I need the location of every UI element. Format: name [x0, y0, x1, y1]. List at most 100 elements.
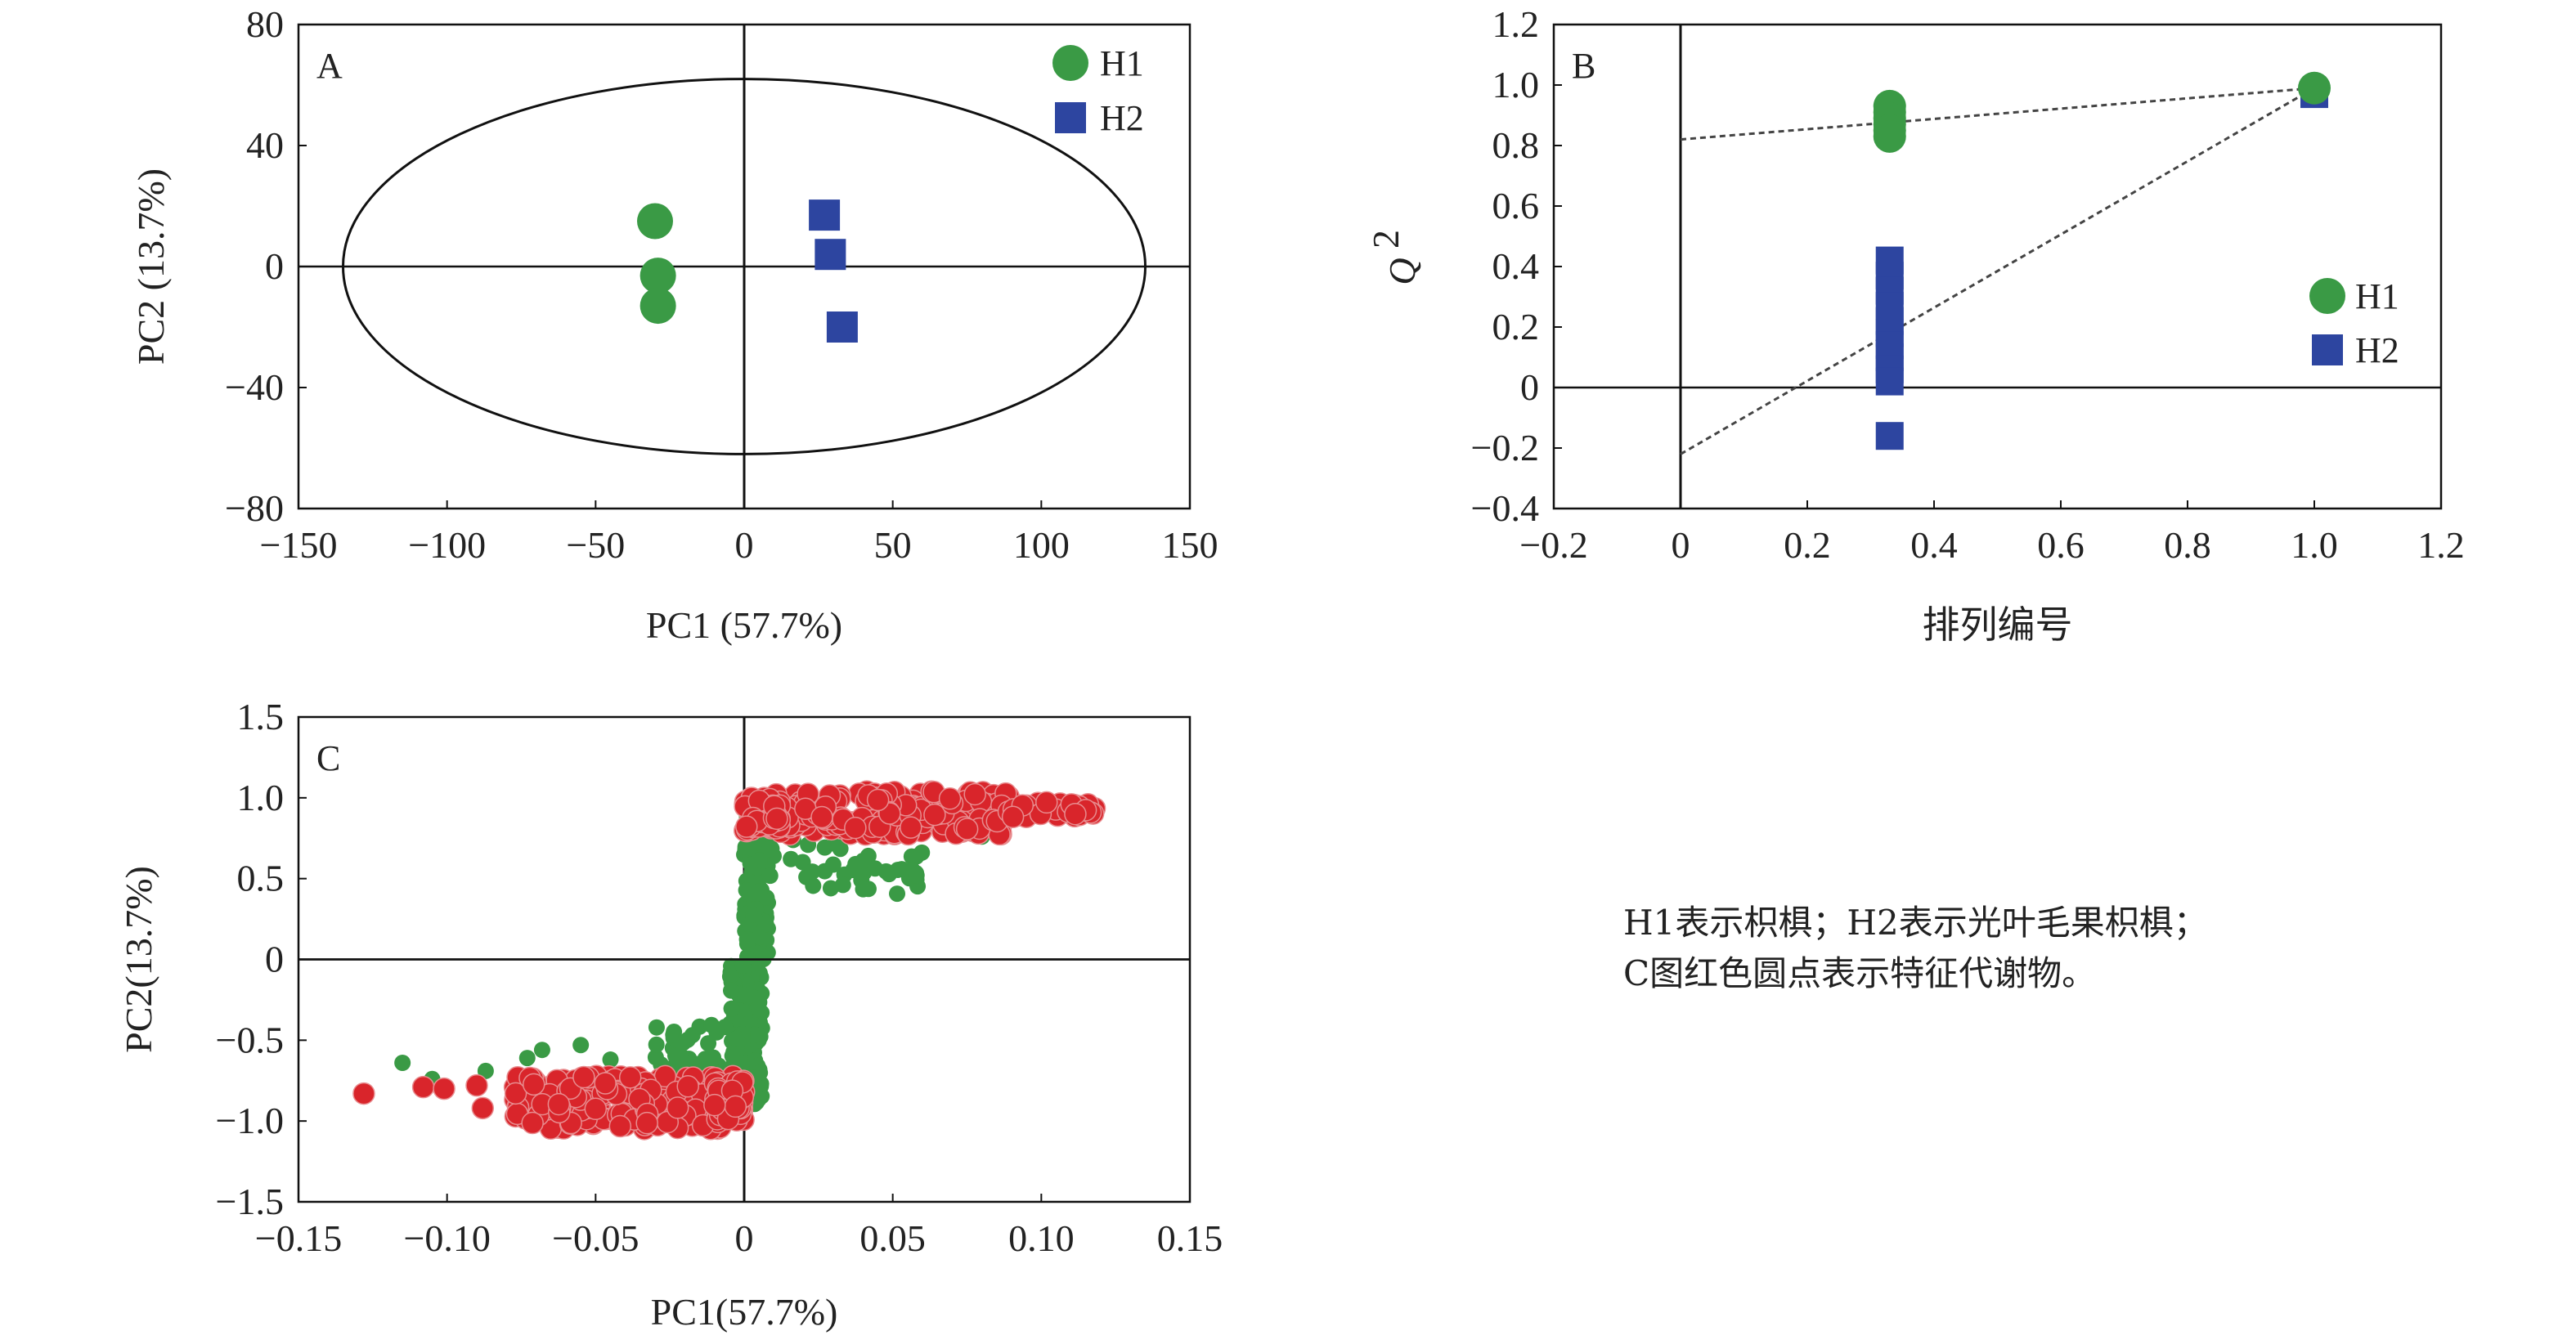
data-point-metabolite	[746, 1026, 763, 1043]
data-point-metabolite	[518, 1050, 536, 1067]
x-tick-label: 0.15	[1157, 1217, 1223, 1259]
panel-label: C	[316, 738, 340, 778]
data-point-feature-metabolite	[666, 1096, 689, 1119]
note-line-2: C图红色圆点表示特征代谢物。	[1623, 953, 2097, 993]
legend-marker-h1	[1052, 45, 1088, 81]
data-point-feature-metabolite	[572, 1065, 595, 1089]
y-tick-label: −40	[225, 366, 284, 408]
data-point-h2	[1875, 367, 1904, 396]
data-point-metabolite	[738, 931, 756, 948]
x-tick-label: 100	[1013, 524, 1070, 566]
data-point-feature-metabolite	[938, 787, 962, 810]
y-tick-label: 0.2	[1492, 306, 1540, 347]
y-axis-title: PC2(13.7%)	[118, 866, 159, 1053]
y-tick-label: −1.0	[216, 1100, 284, 1141]
y-tick-label: 1.0	[237, 777, 285, 818]
data-point-h2	[826, 311, 858, 343]
y-tick-label: −0.2	[1471, 427, 1539, 468]
y-tick-label: 80	[246, 3, 284, 45]
y-tick-label: 1.2	[1492, 3, 1540, 45]
x-tick-label: −0.05	[552, 1217, 639, 1259]
data-point-metabolite	[752, 928, 769, 945]
x-tick-label: 50	[874, 524, 912, 566]
data-point-feature-metabolite	[703, 1093, 726, 1117]
trend-line-h2	[1680, 87, 2315, 455]
data-point-feature-metabolite	[504, 1082, 527, 1105]
data-point-feature-metabolite	[411, 1075, 435, 1099]
data-point-metabolite	[729, 1030, 746, 1047]
data-point-h2	[1875, 422, 1904, 450]
y-tick-label: 0.5	[237, 858, 285, 899]
data-point-metabolite	[723, 1000, 740, 1017]
data-point-metabolite	[738, 840, 755, 857]
data-point-feature-metabolite	[471, 1096, 495, 1120]
data-point-metabolite	[691, 1018, 708, 1035]
x-tick-label: 0	[735, 524, 754, 566]
data-point-feature-metabolite	[465, 1073, 488, 1097]
y-tick-label: 1.5	[237, 696, 285, 737]
figure-note: H1表示枳椇；H2表示光叶毛果枳椇； C图红色圆点表示特征代谢物。	[1623, 898, 2441, 999]
y-tick-label: 0	[265, 245, 284, 287]
data-point-metabolite	[805, 877, 822, 894]
x-tick-label: 0	[1672, 524, 1690, 566]
data-point-metabolite	[602, 1051, 619, 1069]
y-tick-label: −0.4	[1471, 487, 1539, 529]
data-point-metabolite	[572, 1037, 590, 1054]
data-point-metabolite	[751, 882, 768, 899]
data-point-h1	[640, 288, 676, 325]
x-tick-label: −150	[260, 524, 338, 566]
y-tick-label: 0.6	[1492, 185, 1540, 226]
data-point-metabolite	[761, 840, 778, 858]
legend-marker-h2	[2312, 334, 2343, 365]
x-tick-label: −0.15	[255, 1217, 342, 1259]
data-point-metabolite	[855, 852, 872, 869]
legend-marker-h1	[2309, 278, 2345, 314]
data-point-h1	[1873, 119, 1906, 153]
data-point-feature-metabolite	[433, 1077, 456, 1100]
data-point-metabolite	[723, 982, 740, 999]
data-point-metabolite	[394, 1055, 411, 1072]
data-point-feature-metabolite	[1064, 802, 1087, 826]
y-tick-label: 0.8	[1492, 124, 1540, 166]
legend-marker-h2	[1055, 102, 1086, 133]
data-point-feature-metabolite	[522, 1073, 545, 1096]
y-axis-title: PC2 (13.7%)	[130, 168, 172, 365]
data-point-metabolite	[908, 867, 925, 884]
y-axis-title: Q2	[1365, 230, 1423, 285]
panel-label: B	[1572, 46, 1595, 86]
data-point-feature-metabolite	[724, 1095, 747, 1118]
x-tick-label: 0.10	[1008, 1217, 1075, 1259]
data-point-feature-metabolite	[676, 1074, 699, 1098]
data-point-metabolite	[738, 948, 756, 966]
x-tick-label: 0.05	[859, 1217, 926, 1259]
data-point-feature-metabolite	[735, 815, 758, 838]
data-point-feature-metabolite	[963, 782, 986, 806]
data-point-metabolite	[761, 867, 779, 885]
y-tick-label: 1.0	[1492, 64, 1540, 105]
data-point-metabolite	[804, 863, 821, 881]
y-axis-title-sup: 2	[1365, 230, 1407, 249]
data-point-metabolite	[783, 850, 800, 867]
x-axis-title: PC1 (57.7%)	[646, 604, 842, 646]
x-axis-title: 排列编号	[1923, 604, 2073, 646]
legend-label-h1: H1	[1100, 43, 1144, 83]
data-point-feature-metabolite	[547, 1092, 571, 1116]
x-tick-label: 0	[735, 1217, 754, 1259]
data-point-feature-metabolite	[900, 816, 922, 839]
data-point-feature-metabolite	[608, 1114, 632, 1138]
confidence-ellipse	[342, 78, 1147, 455]
data-point-feature-metabolite	[955, 818, 979, 840]
data-point-feature-metabolite-group	[352, 780, 1106, 1141]
data-point-feature-metabolite	[352, 1082, 375, 1105]
data-point-h1	[640, 258, 676, 294]
chart-c: −0.15 −0.10 −0.05 0 0.05 0.10 0.15 1.5 1.0 0.5 0 −0…	[118, 696, 1223, 1333]
y-tick-label: −80	[225, 487, 284, 529]
data-point-metabolite	[721, 968, 738, 985]
x-tick-label: 0.8	[2164, 524, 2211, 566]
y-tick-label: 0	[265, 939, 284, 980]
data-point-metabolite	[533, 1042, 550, 1059]
x-tick-label: 0.2	[1784, 524, 1831, 566]
x-tick-label: −100	[408, 524, 486, 566]
